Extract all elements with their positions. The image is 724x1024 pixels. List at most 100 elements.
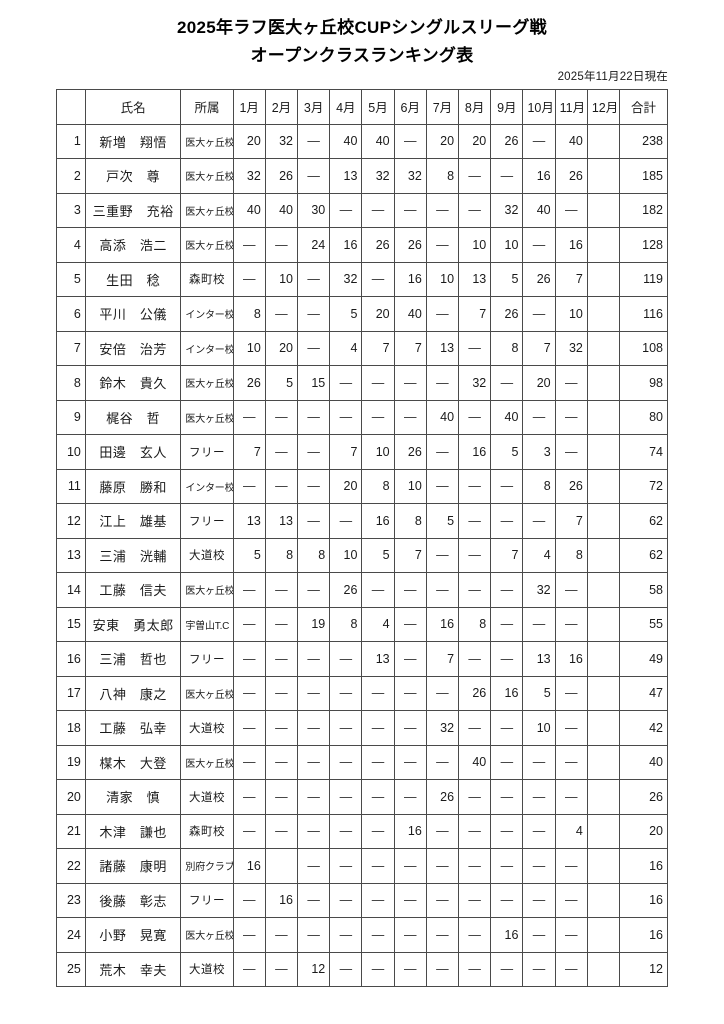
cell-month-11: — [554,192,588,228]
cell-player-name: 江上 雄基 [84,503,182,539]
cell-player-name: 八神 康之 [84,675,182,711]
cell-month-1: 40 [232,192,266,228]
cell-month-11: 16 [554,227,588,263]
cell-month-1: — [232,468,266,504]
cell-affiliation: 森町校 [180,261,234,297]
cell-rank: 24 [56,917,86,953]
cell-month-11: — [554,779,588,815]
cell-month-3: — [297,261,331,297]
cell-month-10: 10 [522,710,556,746]
cell-month-8: — [458,330,492,366]
cell-total: 98 [619,365,668,401]
cell-month-12 [586,641,621,677]
cell-month-8: — [458,468,492,504]
as-of-date: 2025年11月22日現在 [557,71,668,83]
cell-month-8: 32 [458,365,492,401]
cell-month-9: — [490,882,524,918]
cell-month-9: — [490,365,524,401]
cell-month-3: 15 [297,365,331,401]
cell-rank: 9 [56,399,86,435]
cell-affiliation: 医大ヶ丘校 [180,158,234,194]
cell-month-12 [586,261,621,297]
cell-month-7: — [425,813,460,849]
cell-month-2: — [264,468,299,504]
cell-affiliation: 大道校 [180,537,234,573]
table-row: 4 高添 浩二 医大ヶ丘校 — —24 16 26 26—10 10—16 128 [56,227,668,263]
cell-month-9: 8 [490,330,524,366]
cell-month-4: 7 [329,434,363,470]
cell-month-5: — [361,365,395,401]
table-row: 13 三浦 洸輔 大道校 5 8 8 10 5 7— —7 4 8 62 [56,537,668,573]
table-row: 17 八神 康之 医大ヶ丘校 — — — — — — —26 16 5—47 [56,675,668,711]
cell-month-8: — [458,641,492,677]
cell-month-5: 16 [361,503,395,539]
cell-month-12 [586,951,621,987]
page-title-line-1: 2025年ラフ医大ヶ丘校CUPシングルスリーグ戦 [177,18,547,37]
cell-month-10: 7 [522,330,556,366]
cell-affiliation: 医大ヶ丘校 [180,123,234,159]
cell-month-9: — [490,641,524,677]
cell-month-12 [586,503,621,539]
cell-month-11: 26 [554,468,588,504]
cell-month-8: 7 [458,296,492,332]
cell-month-2: — [264,951,299,987]
cell-month-9: — [490,848,524,884]
column-header-month-1: 1月 [232,89,266,125]
cell-month-9: 16 [490,917,524,953]
cell-month-3: — [297,434,331,470]
cell-total: 72 [619,468,668,504]
cell-month-8: 40 [458,744,492,780]
cell-month-5: — [361,917,395,953]
cell-month-3: — [297,882,331,918]
cell-rank: 18 [56,710,86,746]
table-row: 24 小野 晃寛 医大ヶ丘校 — — — — — — — —16— —16 [56,917,668,953]
cell-month-3: — [297,572,331,608]
cell-total: 80 [619,399,668,435]
cell-player-name: 工藤 信夫 [84,572,182,608]
cell-month-6: — [393,779,427,815]
cell-month-2: — [264,813,299,849]
cell-affiliation: 医大ヶ丘校 [180,227,234,263]
cell-player-name: 三重野 充裕 [84,192,182,228]
cell-month-1: 5 [232,537,266,573]
cell-month-6: 32 [393,158,427,194]
cell-month-2: — [264,296,299,332]
cell-player-name: 楳木 大登 [84,744,182,780]
cell-month-1: — [232,813,266,849]
cell-month-1: 16 [232,848,266,884]
cell-month-9: 7 [490,537,524,573]
cell-month-9: 26 [490,296,524,332]
cell-month-2: — [264,917,299,953]
cell-month-7: — [425,434,460,470]
document-title-block: 2025年ラフ医大ヶ丘校CUPシングルスリーグ戦 オープンクラスランキング表 [0,0,724,70]
cell-month-7: — [425,917,460,953]
cell-month-11: 7 [554,261,588,297]
cell-month-4: — [329,641,363,677]
table-row: 12 江上 雄基 フリー 13 13— —16 8 5— — —7 62 [56,503,668,539]
cell-month-7: — [425,675,460,711]
cell-month-5: 4 [361,606,395,642]
cell-month-5: 5 [361,537,395,573]
cell-month-8: 26 [458,675,492,711]
cell-total: 16 [619,848,668,884]
cell-month-12 [586,365,621,401]
cell-month-8: — [458,158,492,194]
cell-month-12 [586,227,621,263]
cell-affiliation: 医大ヶ丘校 [180,744,234,780]
cell-rank: 15 [56,606,86,642]
table-row: 9 梶谷 哲医大ヶ丘校 — — — — — —40—40— —80 [56,399,668,435]
cell-month-11: — [554,399,588,435]
cell-affiliation: 森町校 [180,813,234,849]
cell-total: 62 [619,537,668,573]
cell-month-4: — [329,365,363,401]
cell-total: 58 [619,572,668,608]
cell-rank: 20 [56,779,86,815]
cell-month-8: — [458,813,492,849]
cell-month-7: 20 [425,123,460,159]
cell-month-8: — [458,951,492,987]
cell-month-12 [586,123,621,159]
cell-month-10: — [522,503,556,539]
table-row: 23 後藤 彰志 フリー —16— — — — — — — — —16 [56,882,668,918]
cell-month-2: — [264,641,299,677]
